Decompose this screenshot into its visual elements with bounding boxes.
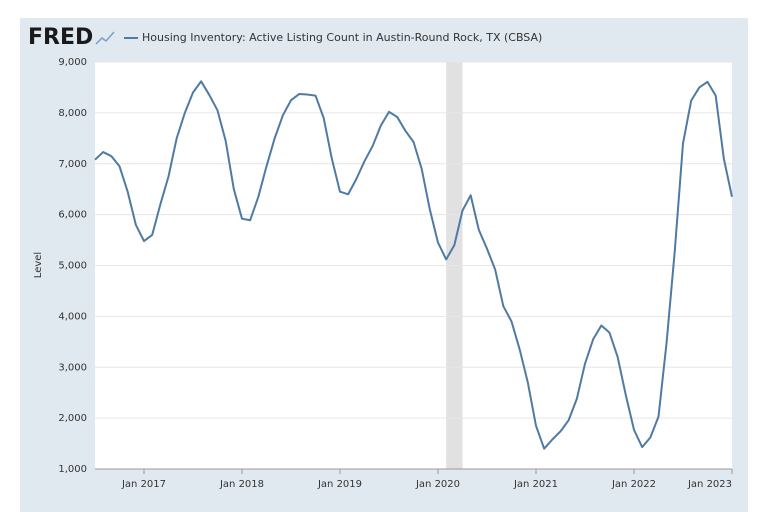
y-tick-label: 6,000 — [58, 210, 87, 221]
y-tick-label: 8,000 — [58, 108, 87, 119]
y-axis-label: Level — [33, 252, 44, 278]
logo-icon — [95, 31, 115, 45]
y-tick-label: 3,000 — [58, 362, 87, 373]
x-tick-label: Jan 2021 — [513, 479, 558, 490]
y-tick-label: 2,000 — [58, 413, 87, 424]
series-line — [94, 80, 733, 450]
x-tick-label: Jan 2023 — [687, 479, 732, 490]
y-tick-label: 1,000 — [58, 464, 87, 475]
x-tick-label: Jan 2017 — [121, 479, 166, 490]
y-tick-label: 7,000 — [58, 159, 87, 170]
x-tick-label: Jan 2020 — [415, 479, 460, 490]
x-tick-label: Jan 2022 — [611, 479, 656, 490]
y-tick-label: 9,000 — [58, 57, 87, 68]
x-tick-label: Jan 2019 — [317, 479, 362, 490]
y-tick-label: 5,000 — [58, 261, 87, 272]
y-tick-label: 4,000 — [58, 311, 87, 322]
x-tick-label: Jan 2018 — [219, 479, 264, 490]
logo: FRED — [28, 25, 93, 50]
legend-label: Housing Inventory: Active Listing Count … — [142, 31, 542, 44]
